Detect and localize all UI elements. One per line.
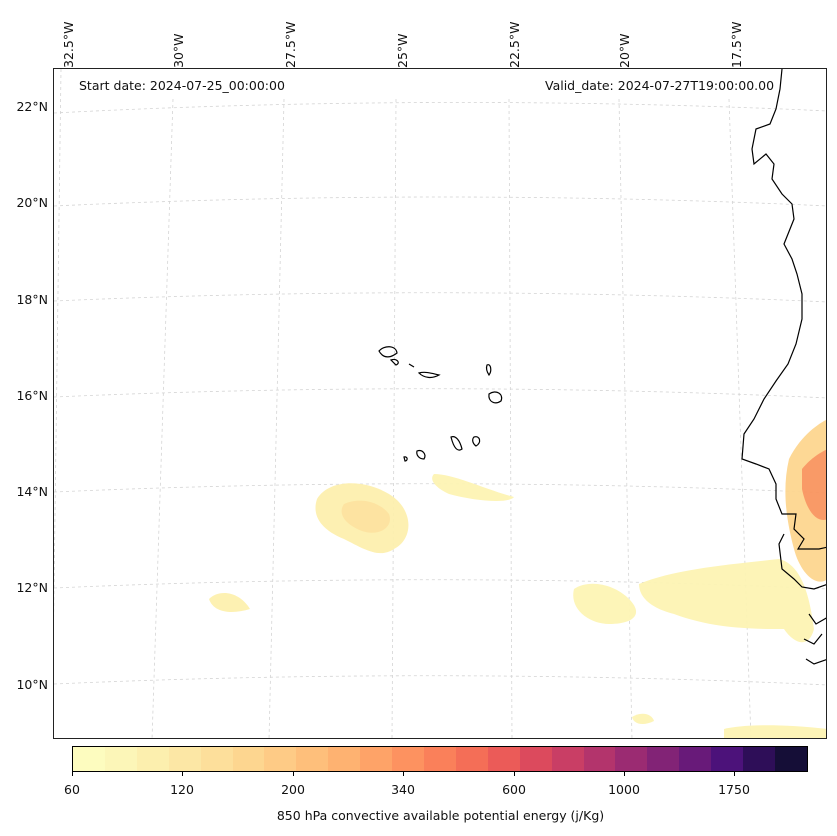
colorbar-swatch: [296, 747, 329, 771]
colorbar-tick: [72, 772, 73, 776]
cape-blob-southeast: [724, 725, 826, 738]
colorbar-swatch: [360, 747, 393, 771]
colorbar-tick-label-1750: 1750: [718, 782, 750, 797]
meridian-30w: [151, 98, 174, 738]
colorbar-swatch: [647, 747, 680, 771]
colorbar-swatch: [328, 747, 361, 771]
colorbar-swatch: [423, 747, 456, 771]
colorbar-tick-label-60: 60: [64, 782, 80, 797]
cape-blob-central: [432, 474, 514, 501]
lat-label-20n: 20°N: [16, 195, 48, 210]
cape-blob-south-2: [639, 559, 814, 643]
lon-label-27-5w: 27.5°W: [283, 21, 298, 68]
colorbar-swatch: [551, 747, 584, 771]
colorbar-tick: [403, 772, 404, 776]
meridian-22-5w: [508, 98, 513, 738]
parallel-16n: [54, 388, 826, 399]
meridian-27-5w: [268, 98, 285, 738]
africa-coast: [741, 69, 826, 550]
colorbar-tick-label-120: 120: [170, 782, 194, 797]
parallel-10n: [54, 675, 826, 686]
lat-label-16n: 16°N: [16, 388, 48, 403]
lon-label-30w: 30°W: [171, 33, 186, 68]
sao-vicente: [389, 358, 399, 366]
parallel-14n: [54, 483, 826, 494]
lon-label-25w: 25°W: [395, 33, 410, 68]
parallel-12n: [54, 579, 826, 590]
colorbar-swatch: [679, 747, 712, 771]
meridian-17-5w: [728, 98, 752, 738]
parallel-18n: [54, 292, 826, 303]
colorbar-title: 850 hPa convective available potential e…: [276, 808, 605, 823]
colorbar-swatch: [392, 747, 424, 771]
colorbar-swatch: [168, 747, 201, 771]
cape-blob-west-core: [341, 500, 390, 533]
colorbar-swatch: [743, 747, 775, 771]
map-canvas: [54, 69, 826, 738]
colorbar-tick-label-600: 600: [502, 782, 526, 797]
lat-label-18n: 18°N: [16, 292, 48, 307]
colorbar-tick-label-340: 340: [391, 782, 415, 797]
lat-label-12n: 12°N: [16, 580, 48, 595]
meridian-25w: [391, 98, 397, 738]
colorbar: [72, 746, 808, 772]
cape-verde-islands: [378, 346, 503, 462]
colorbar-tick: [182, 772, 183, 776]
santiago: [450, 436, 463, 451]
colorbar-swatch: [519, 747, 552, 771]
graticule: [54, 69, 826, 738]
cape-blob-coast-core: [802, 449, 826, 520]
colorbar-tick: [514, 772, 515, 776]
colorbar-swatch: [104, 747, 137, 771]
parallel-20n: [54, 196, 826, 207]
lat-label-22n: 22°N: [16, 99, 48, 114]
colorbar-swatch: [455, 747, 488, 771]
fogo: [416, 449, 426, 460]
colorbar-tick: [734, 772, 735, 776]
santo-antao: [378, 346, 398, 358]
colorbar-swatch: [583, 747, 616, 771]
lat-label-14n: 14°N: [16, 484, 48, 499]
colorbar-swatch: [774, 747, 807, 771]
lon-label-17-5w: 17.5°W: [729, 21, 744, 68]
coastline: [741, 69, 826, 665]
lon-label-20w: 20°W: [617, 33, 632, 68]
cape-blob-south-1: [573, 583, 637, 624]
lon-label-32-5w: 32.5°W: [61, 21, 76, 68]
sal: [486, 364, 492, 377]
boa-vista: [488, 391, 503, 404]
cape-blob-southwest: [209, 593, 250, 612]
lon-label-22-5w: 22.5°W: [507, 21, 522, 68]
start-date-label: Start date: 2024-07-25_00:00:00: [79, 78, 285, 93]
colorbar-swatch: [711, 747, 744, 771]
colorbar-swatch: [73, 747, 105, 771]
colorbar-swatch: [487, 747, 520, 771]
cape-field: [209, 419, 826, 738]
maio: [472, 436, 481, 447]
valid-date-label: Valid_date: 2024-07-27T19:00:00.00: [545, 78, 775, 93]
brava: [403, 456, 408, 462]
meridian-32-5w: [54, 69, 62, 621]
colorbar-swatch: [200, 747, 233, 771]
meridian-20w: [618, 98, 633, 738]
africa-coast-south: [778, 533, 826, 590]
lat-label-10n: 10°N: [16, 677, 48, 692]
colorbar-tick-label-1000: 1000: [608, 782, 640, 797]
santa-luzia: [408, 363, 415, 368]
colorbar-tick: [624, 772, 625, 776]
colorbar-swatch: [264, 747, 297, 771]
colorbar-tick: [293, 772, 294, 776]
parallel-22n: [54, 102, 826, 114]
colorbar-swatch: [136, 747, 169, 771]
cape-blob-small: [632, 713, 654, 725]
sao-nicolau: [417, 371, 441, 379]
colorbar-swatch: [232, 747, 265, 771]
colorbar-swatch: [615, 747, 648, 771]
colorbar-tick-label-200: 200: [281, 782, 305, 797]
map-panel[interactable]: [53, 68, 827, 739]
bijagos-coast: [803, 613, 826, 665]
